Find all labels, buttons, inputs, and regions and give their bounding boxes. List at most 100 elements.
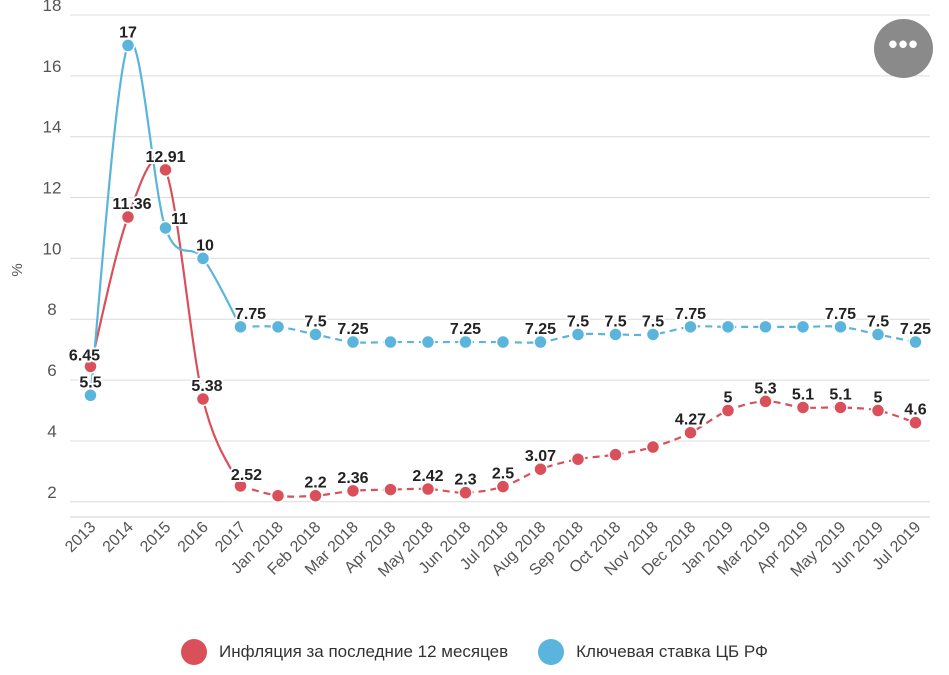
- data-point[interactable]: [270, 488, 286, 503]
- data-label-halo: 11: [171, 211, 188, 228]
- x-tick-label: 2015: [137, 519, 174, 556]
- data-point[interactable]: [383, 334, 398, 350]
- data-point[interactable]: [308, 488, 323, 503]
- data-point[interactable]: [195, 391, 211, 407]
- data-label: 7.25: [337, 321, 368, 338]
- legend-item-inflation[interactable]: Инфляция за последние 12 месяцев: [181, 639, 508, 665]
- data-point[interactable]: [570, 451, 586, 467]
- data-label-halo: 7.25: [525, 321, 556, 338]
- y-tick-label: 8: [47, 300, 56, 319]
- data-point[interactable]: [120, 209, 136, 225]
- data-point[interactable]: [345, 483, 361, 499]
- data-label-halo: 7.5: [867, 313, 889, 330]
- data-label: 7.75: [825, 306, 856, 323]
- data-point[interactable]: [158, 162, 173, 178]
- data-point[interactable]: [683, 319, 698, 335]
- x-tick-label: 2014: [100, 519, 137, 556]
- y-tick-label: 2: [47, 483, 56, 502]
- data-label-halo: 2.3: [454, 472, 476, 489]
- data-label: 5: [724, 390, 733, 407]
- data-label: 5.38: [191, 378, 222, 395]
- data-point[interactable]: [233, 319, 248, 335]
- data-point[interactable]: [645, 327, 661, 342]
- data-point[interactable]: [83, 388, 98, 403]
- data-label-halo: 7.75: [825, 306, 856, 323]
- data-point[interactable]: [458, 485, 473, 500]
- data-point[interactable]: [720, 403, 736, 418]
- data-label-halo: 7.5: [567, 313, 589, 330]
- data-point[interactable]: [533, 461, 548, 477]
- data-label: 5.1: [829, 386, 851, 403]
- x-tick-label: 2016: [175, 519, 212, 556]
- data-point[interactable]: [83, 359, 98, 374]
- y-tick-label: 10: [43, 239, 62, 258]
- data-label-halo: 10: [196, 237, 214, 254]
- data-point[interactable]: [120, 38, 136, 53]
- data-point[interactable]: [683, 425, 698, 440]
- data-point[interactable]: [420, 481, 436, 497]
- data-point[interactable]: [533, 334, 548, 350]
- data-point[interactable]: [908, 415, 923, 430]
- data-label-halo: 5.1: [829, 386, 851, 403]
- data-point[interactable]: [795, 319, 811, 335]
- data-label: 7.5: [567, 313, 589, 330]
- data-point[interactable]: [233, 478, 248, 494]
- y-tick-label: 18: [43, 0, 62, 15]
- data-point[interactable]: [495, 479, 511, 494]
- more-options-button[interactable]: •••: [874, 19, 933, 78]
- data-label: 7.75: [235, 306, 266, 323]
- data-label: 6.45: [69, 347, 100, 364]
- data-label: 11: [171, 211, 188, 228]
- data-label: 7.75: [675, 306, 706, 323]
- data-point[interactable]: [570, 327, 586, 342]
- data-point[interactable]: [308, 327, 323, 342]
- data-label-halo: 7.5: [604, 313, 626, 330]
- data-label: 7.5: [304, 313, 326, 330]
- data-label: 3.07: [525, 448, 556, 465]
- y-tick-label: 12: [43, 179, 62, 198]
- data-point[interactable]: [908, 334, 923, 350]
- more-options-icon: •••: [888, 28, 919, 59]
- data-label: 2.2: [304, 475, 326, 492]
- grid-lines: [70, 14, 930, 518]
- legend-marker-key-rate-icon: [538, 639, 565, 665]
- data-label-halo: 2.52: [231, 467, 262, 484]
- data-point[interactable]: [158, 220, 173, 236]
- data-label-halo: 5.38: [191, 378, 222, 395]
- data-label: 4.6: [904, 402, 926, 419]
- data-point[interactable]: [383, 482, 398, 497]
- data-label-halo: 5: [874, 390, 883, 407]
- data-label-halo: 5.3: [754, 380, 776, 397]
- data-point[interactable]: [420, 334, 436, 350]
- legend-item-key-rate[interactable]: Ключевая ставка ЦБ РФ: [538, 639, 768, 665]
- data-point[interactable]: [720, 319, 736, 335]
- data-label: 7.5: [604, 313, 626, 330]
- data-label: 7.25: [900, 321, 931, 338]
- data-point[interactable]: [645, 439, 661, 455]
- data-point[interactable]: [833, 319, 848, 335]
- series-lines: [89, 41, 916, 498]
- data-point[interactable]: [495, 334, 511, 350]
- data-point[interactable]: [195, 251, 211, 266]
- data-point[interactable]: [870, 403, 886, 418]
- data-point[interactable]: [270, 319, 286, 335]
- data-label: 2.42: [412, 468, 443, 485]
- data-point[interactable]: [608, 327, 623, 342]
- data-label-halo: 7.25: [450, 321, 481, 338]
- data-point[interactable]: [795, 400, 811, 415]
- data-point[interactable]: [870, 327, 886, 342]
- data-label: 5: [874, 390, 883, 407]
- data-label-halo: 17: [119, 24, 137, 41]
- y-tick-label: 6: [47, 361, 56, 380]
- data-label: 10: [196, 237, 214, 254]
- data-point[interactable]: [345, 334, 361, 350]
- data-label-halo: 2.2: [304, 475, 326, 492]
- data-point[interactable]: [758, 394, 773, 409]
- data-point[interactable]: [758, 319, 773, 335]
- data-label-halo: 2.5: [492, 466, 514, 483]
- data-point[interactable]: [833, 400, 848, 415]
- data-point[interactable]: [458, 334, 473, 350]
- data-point[interactable]: [608, 447, 623, 462]
- data-label: 5.5: [79, 374, 101, 391]
